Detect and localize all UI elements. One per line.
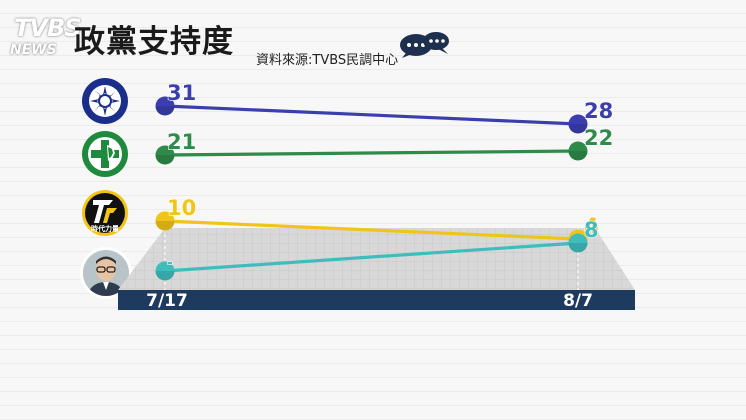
kmt-data-point — [568, 114, 588, 134]
header: TVBS NEWS 政黨支持度 資料來源:TVBS民調中心 — [0, 0, 746, 75]
dpp-data-point — [155, 145, 175, 165]
npp-data-label: 10 — [167, 196, 196, 220]
kmt-data-point — [155, 96, 175, 116]
source-note: 資料來源:TVBS民調中心 — [256, 53, 399, 68]
x-tick-label: 7/17 — [146, 291, 188, 311]
kmt-data-label: 31 — [167, 81, 196, 105]
ko-data-point — [155, 261, 175, 281]
dpp-series-line — [163, 149, 580, 157]
dpp-emblem-icon — [82, 131, 128, 177]
chart-floor — [118, 228, 635, 290]
x-tick-label: 8/7 — [563, 291, 593, 311]
logo-top: TVBS — [14, 14, 82, 42]
kmt-emblem-icon — [82, 78, 128, 124]
dpp-data-label: 22 — [584, 126, 613, 150]
page-title: 政黨支持度 — [74, 24, 234, 60]
npp-emblem-icon: 時代力量 — [82, 190, 128, 236]
ko-data-point — [568, 233, 588, 253]
dpp-data-label: 21 — [167, 130, 196, 154]
ko-series-line — [163, 241, 580, 273]
npp-data-label: 4 — [584, 214, 599, 238]
npp-series-line — [163, 219, 580, 241]
logo-bottom: NEWS — [10, 42, 57, 58]
kmt-data-label: 28 — [584, 99, 613, 123]
x-axis-bar — [118, 290, 635, 310]
npp-data-point — [155, 211, 175, 231]
ko-data-label: 8 — [584, 218, 599, 242]
npp-caption: 時代力量 — [91, 225, 119, 233]
kmt-series-line — [163, 104, 580, 126]
ko-data-label: - — [167, 255, 173, 271]
chat-bubbles-icon — [400, 32, 449, 58]
dpp-data-point — [568, 141, 588, 161]
tvbs-news-logo: TVBS NEWS — [10, 14, 96, 68]
